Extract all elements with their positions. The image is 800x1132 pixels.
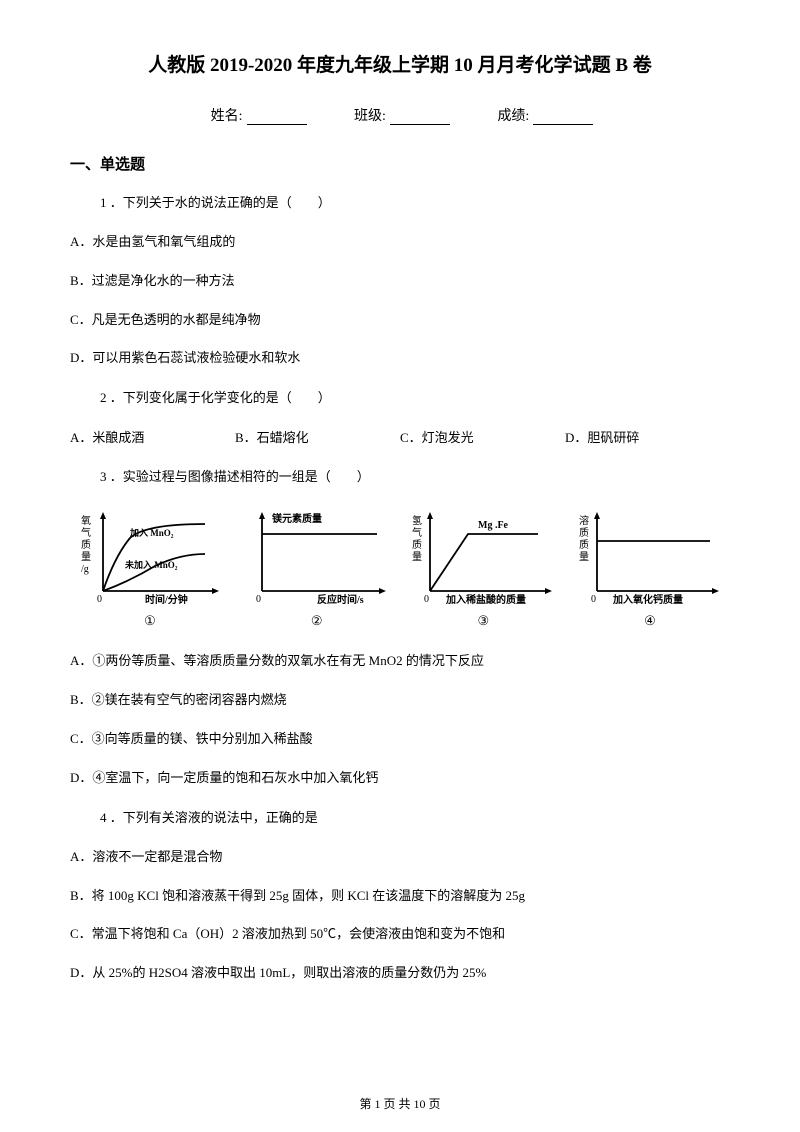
graph-3-xarrow bbox=[545, 588, 552, 594]
q1-option-d: D．可以用紫色石蕊试液检验硬水和软水 bbox=[70, 348, 730, 369]
graph-1-yarrow bbox=[100, 512, 106, 519]
q3-option-d: D．④室温下，向一定质量的饱和石灰水中加入氧化钙 bbox=[70, 768, 730, 789]
class-blank bbox=[390, 111, 450, 125]
graph-2: 镁元素质量 0 反应时间/s ② bbox=[242, 506, 392, 629]
graph-1-num: ① bbox=[75, 613, 225, 629]
graph-4-yl1: 溶 bbox=[579, 514, 589, 527]
graph-4-yl4: 量 bbox=[579, 551, 589, 563]
header-fields: 姓名: 班级: 成绩: bbox=[70, 105, 730, 125]
graph-1-svg: 氧 气 质 量 /g 加入 MnO₂ 未加入 MnO₂ 0 时间/分钟 bbox=[75, 506, 225, 611]
q3-option-b: B．②镁在装有空气的密闭容器内燃烧 bbox=[70, 690, 730, 711]
graph-2-xarrow bbox=[379, 588, 386, 594]
graph-1-line2-label: 未加入 MnO₂ bbox=[124, 559, 178, 570]
graph-1: 氧 气 质 量 /g 加入 MnO₂ 未加入 MnO₂ 0 时间/分钟 ① bbox=[75, 506, 225, 629]
q2-option-c: C．灯泡发光 bbox=[400, 427, 565, 446]
q3-option-c: C．③向等质量的镁、铁中分别加入稀盐酸 bbox=[70, 729, 730, 750]
graph-1-ylabel-3: 质 bbox=[81, 539, 91, 551]
q2-option-d: D．胆矾研碎 bbox=[565, 427, 730, 446]
q4-option-b: B．将 100g KCl 饱和溶液蒸干得到 25g 固体，则 KCl 在该温度下… bbox=[70, 886, 730, 907]
graph-1-xlabel: 时间/分钟 bbox=[145, 593, 188, 606]
q4-option-c: C．常温下将饱和 Ca（OH）2 溶液加热到 50℃，会使溶液由饱和变为不饱和 bbox=[70, 924, 730, 945]
graph-2-ylabel: 镁元素质量 bbox=[272, 512, 322, 525]
q2-options: A．米酿成酒 B．石蜡熔化 C．灯泡发光 D．胆矾研碎 bbox=[70, 427, 730, 446]
graph-4-svg: 溶 质 质 量 0 加入氧化钙质量 bbox=[575, 506, 725, 611]
q1-option-a: A．水是由氢气和氧气组成的 bbox=[70, 232, 730, 253]
name-blank bbox=[247, 111, 307, 125]
graph-1-line1-label: 加入 MnO₂ bbox=[129, 527, 174, 538]
graph-3-yl4: 量 bbox=[412, 551, 422, 563]
graph-3-yl3: 质 bbox=[412, 539, 422, 551]
graph-4-yl2: 质 bbox=[579, 527, 589, 539]
graph-1-ylabel-4: 量 bbox=[81, 551, 91, 563]
graph-3-svg: 氢 气 质 量 Mg .Fe 0 加入稀盐酸的质量 bbox=[408, 506, 558, 611]
graph-2-origin: 0 bbox=[256, 594, 261, 605]
graph-3-yl2: 气 bbox=[412, 526, 422, 539]
exam-title: 人教版 2019-2020 年度九年级上学期 10 月月考化学试题 B 卷 bbox=[70, 50, 730, 77]
graph-1-ylabel-5: /g bbox=[81, 564, 89, 575]
graph-1-xarrow bbox=[212, 588, 219, 594]
graph-4-xlabel: 加入氧化钙质量 bbox=[612, 593, 683, 606]
name-label: 姓名: bbox=[211, 109, 243, 124]
q4-option-a: A．溶液不一定都是混合物 bbox=[70, 847, 730, 868]
graph-2-yarrow bbox=[259, 512, 265, 519]
graph-1-origin: 0 bbox=[97, 594, 102, 605]
graph-4: 溶 质 质 量 0 加入氧化钙质量 ④ bbox=[575, 506, 725, 629]
graph-4-yarrow bbox=[594, 512, 600, 519]
graph-3-line bbox=[430, 534, 538, 591]
q1-stem: 1 ．下列关于水的说法正确的是（ ） bbox=[70, 192, 730, 214]
graph-4-xarrow bbox=[712, 588, 719, 594]
graph-1-ylabel-1: 氧 bbox=[81, 514, 91, 527]
q1-option-b: B．过滤是净化水的一种方法 bbox=[70, 271, 730, 292]
graph-2-xlabel: 反应时间/s bbox=[317, 593, 364, 606]
graph-4-yl3: 质 bbox=[579, 539, 589, 551]
graph-3-num: ③ bbox=[408, 613, 558, 629]
q1-option-c: C．凡是无色透明的水都是纯净物 bbox=[70, 310, 730, 331]
q3-option-a: A．①两份等质量、等溶质质量分数的双氧水在有无 MnO2 的情况下反应 bbox=[70, 651, 730, 672]
q4-stem: 4 ．下列有关溶液的说法中，正确的是 bbox=[70, 807, 730, 829]
graph-3-yl1: 氢 bbox=[412, 514, 422, 527]
q4-option-d: D．从 25%的 H2SO4 溶液中取出 10mL，则取出溶液的质量分数仍为 2… bbox=[70, 963, 730, 984]
q2-option-b: B．石蜡熔化 bbox=[235, 427, 400, 446]
graph-3-yarrow bbox=[427, 512, 433, 519]
page-footer: 第 1 页 共 10 页 bbox=[0, 1095, 800, 1112]
q2-option-a: A．米酿成酒 bbox=[70, 427, 235, 446]
graph-2-num: ② bbox=[242, 613, 392, 629]
graph-row: 氧 气 质 量 /g 加入 MnO₂ 未加入 MnO₂ 0 时间/分钟 ① 镁元… bbox=[70, 506, 730, 629]
section-1-title: 一、单选题 bbox=[70, 153, 730, 174]
graph-3-label: Mg .Fe bbox=[478, 520, 509, 531]
class-label: 班级: bbox=[354, 109, 386, 124]
graph-1-ylabel-2: 气 bbox=[81, 526, 91, 539]
graph-3-origin: 0 bbox=[424, 594, 429, 605]
score-blank bbox=[533, 111, 593, 125]
graph-3: 氢 气 质 量 Mg .Fe 0 加入稀盐酸的质量 ③ bbox=[408, 506, 558, 629]
graph-3-xlabel: 加入稀盐酸的质量 bbox=[445, 593, 526, 606]
graph-4-num: ④ bbox=[575, 613, 725, 629]
graph-2-svg: 镁元素质量 0 反应时间/s bbox=[242, 506, 392, 611]
q2-stem: 2 ．下列变化属于化学变化的是（ ） bbox=[70, 387, 730, 409]
graph-4-origin: 0 bbox=[591, 594, 596, 605]
q3-stem: 3 ．实验过程与图像描述相符的一组是（ ） bbox=[70, 466, 730, 488]
score-label: 成绩: bbox=[497, 109, 529, 124]
